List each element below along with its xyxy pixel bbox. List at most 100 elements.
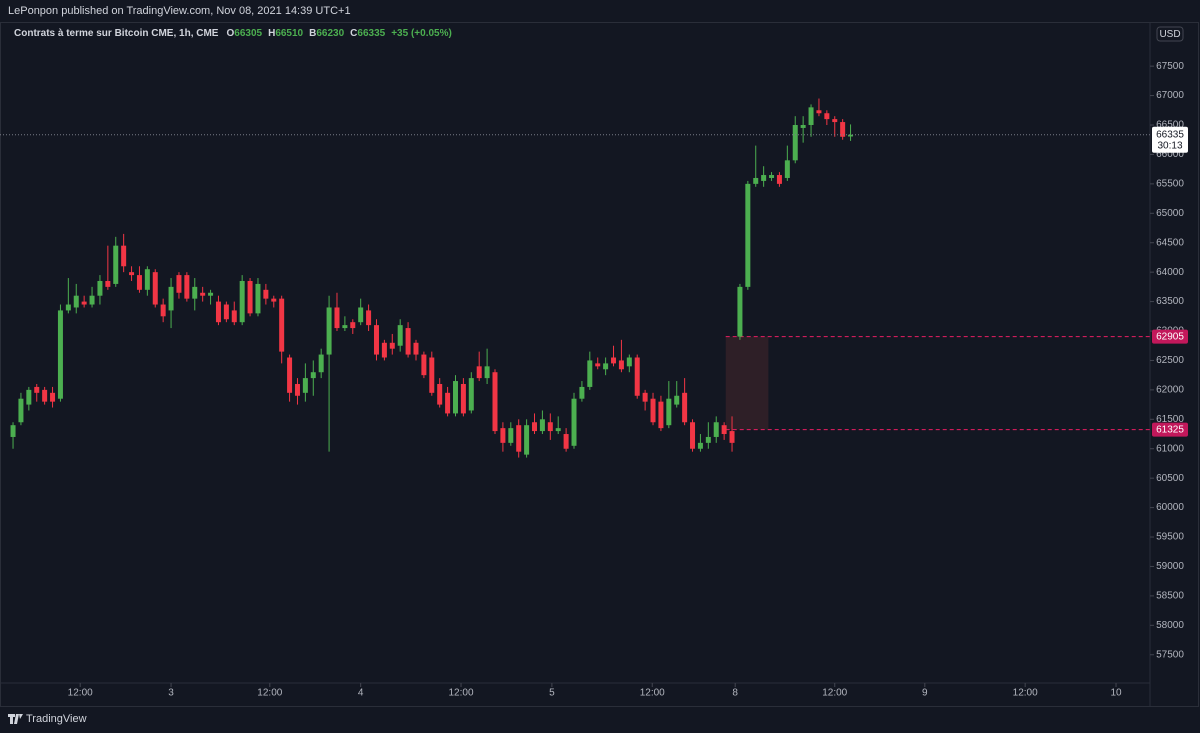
candle bbox=[666, 381, 672, 429]
candle bbox=[468, 372, 474, 414]
candle bbox=[136, 266, 142, 293]
candle bbox=[350, 319, 356, 334]
legend-value: 66305 bbox=[234, 28, 262, 39]
legend-change: +35 (+0.05%) bbox=[391, 28, 452, 39]
y-tick-label: 66500 bbox=[1156, 120, 1184, 131]
candle bbox=[429, 351, 435, 396]
candle-body bbox=[73, 295, 79, 308]
candle-body bbox=[405, 328, 411, 355]
y-tick-label: 58500 bbox=[1156, 591, 1184, 602]
publisher: LePonpon published on TradingView.com, N… bbox=[8, 5, 351, 17]
candle-body bbox=[231, 310, 237, 323]
candle-body bbox=[745, 183, 751, 287]
candle bbox=[200, 286, 206, 302]
x-tick-label: 12:00 bbox=[68, 688, 93, 699]
candle bbox=[824, 110, 830, 126]
candle bbox=[231, 301, 237, 326]
currency-box bbox=[1156, 26, 1184, 42]
candle-body bbox=[666, 398, 672, 426]
candle-body bbox=[263, 289, 269, 299]
candle bbox=[113, 236, 119, 287]
candle-body bbox=[579, 386, 585, 399]
candle bbox=[81, 295, 87, 308]
candle bbox=[634, 354, 640, 399]
x-tick-label: 12:00 bbox=[449, 688, 474, 699]
candle-body bbox=[690, 422, 696, 449]
candle bbox=[547, 413, 553, 440]
candle bbox=[152, 269, 158, 308]
candle-body bbox=[255, 283, 261, 314]
countdown: 30:13 bbox=[1157, 140, 1182, 151]
y-tick-label: 61000 bbox=[1156, 443, 1184, 454]
candle-body bbox=[761, 175, 767, 181]
candle bbox=[168, 278, 174, 329]
candle bbox=[413, 339, 419, 361]
candle-body bbox=[563, 434, 569, 449]
bottom-brand: TradingView bbox=[8, 713, 87, 725]
candle bbox=[445, 386, 451, 417]
candle bbox=[437, 378, 443, 408]
candle-body bbox=[769, 175, 775, 178]
candle-body bbox=[81, 301, 87, 305]
candle-body bbox=[595, 363, 601, 367]
candle-body bbox=[271, 298, 277, 302]
candle bbox=[184, 272, 190, 302]
candle-body bbox=[366, 310, 372, 326]
y-tick-label: 62000 bbox=[1156, 385, 1184, 396]
candle-body bbox=[381, 342, 387, 358]
candle-body bbox=[168, 286, 174, 311]
candle bbox=[832, 116, 838, 137]
candle-body bbox=[65, 304, 71, 311]
candle bbox=[713, 416, 719, 443]
candle-body bbox=[215, 301, 221, 323]
y-tick-label: 63500 bbox=[1156, 296, 1184, 307]
candle-body bbox=[176, 275, 182, 293]
candle bbox=[761, 166, 767, 187]
candle-body bbox=[334, 307, 340, 329]
candle-body bbox=[160, 304, 166, 317]
candle bbox=[397, 319, 403, 352]
candle-body bbox=[476, 366, 482, 379]
candle-body bbox=[397, 325, 403, 346]
candle-body bbox=[26, 389, 32, 405]
candle bbox=[34, 383, 40, 402]
candle bbox=[650, 392, 656, 426]
candle bbox=[405, 322, 411, 358]
last-price-label: 66335 bbox=[1156, 129, 1184, 140]
candle bbox=[326, 295, 332, 452]
candle bbox=[73, 283, 79, 314]
candle-body bbox=[524, 425, 530, 455]
candle-body bbox=[532, 422, 538, 432]
candle-body bbox=[468, 378, 474, 411]
candle-body bbox=[34, 386, 40, 393]
candle-body bbox=[318, 354, 324, 373]
candle-body bbox=[18, 398, 24, 423]
candle-body bbox=[555, 428, 561, 432]
candle-body bbox=[792, 125, 798, 161]
candle-body bbox=[682, 392, 688, 423]
candle-body bbox=[452, 381, 458, 414]
candle bbox=[373, 319, 379, 361]
candle bbox=[626, 354, 632, 373]
y-tick-label: 60500 bbox=[1156, 473, 1184, 484]
candle-body bbox=[105, 280, 111, 287]
candle-body bbox=[753, 177, 759, 184]
candle-body bbox=[57, 310, 63, 399]
candle bbox=[294, 378, 300, 405]
candle-body bbox=[642, 392, 648, 402]
candle-body bbox=[421, 354, 427, 376]
candle-body bbox=[618, 360, 624, 370]
candle-body bbox=[587, 360, 593, 387]
candle-body bbox=[121, 245, 127, 267]
x-tick-label: 12:00 bbox=[640, 688, 665, 699]
candle bbox=[784, 145, 790, 181]
legend-key: H bbox=[268, 28, 275, 39]
candle-body bbox=[389, 342, 395, 349]
candle bbox=[255, 278, 261, 317]
candle bbox=[618, 339, 624, 373]
x-tick-label: 12:00 bbox=[1013, 688, 1038, 699]
candle bbox=[539, 410, 545, 435]
candle-body bbox=[50, 392, 56, 402]
